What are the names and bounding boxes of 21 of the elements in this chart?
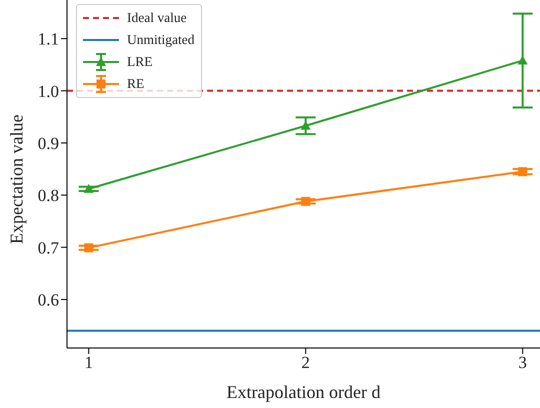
legend-label: RE bbox=[127, 76, 144, 92]
point bbox=[84, 243, 94, 252]
y-tick-label: 0.9 bbox=[38, 134, 59, 153]
point bbox=[518, 167, 528, 176]
y-tick-label: 0.7 bbox=[38, 238, 60, 258]
legend-label: Ideal value bbox=[127, 10, 187, 26]
point bbox=[518, 56, 528, 65]
point bbox=[301, 196, 310, 206]
x-tick-label: 1 bbox=[84, 353, 93, 372]
y-tick-label: 0.8 bbox=[38, 186, 59, 206]
y-tick-label: 1.1 bbox=[38, 30, 59, 49]
x-tick-label: 2 bbox=[301, 353, 310, 372]
legend-label: LRE bbox=[127, 54, 152, 70]
y-tick-label: 0.6 bbox=[38, 290, 59, 310]
y-tick-label: 1.0 bbox=[38, 82, 59, 101]
y-axis-title: Expectation value bbox=[6, 114, 26, 244]
point bbox=[300, 120, 311, 130]
x-tick-label: 3 bbox=[518, 353, 527, 372]
x-axis-title: Extrapolation order d bbox=[226, 382, 380, 402]
point bbox=[84, 184, 94, 193]
legend-label: Unmitigated bbox=[127, 32, 194, 48]
